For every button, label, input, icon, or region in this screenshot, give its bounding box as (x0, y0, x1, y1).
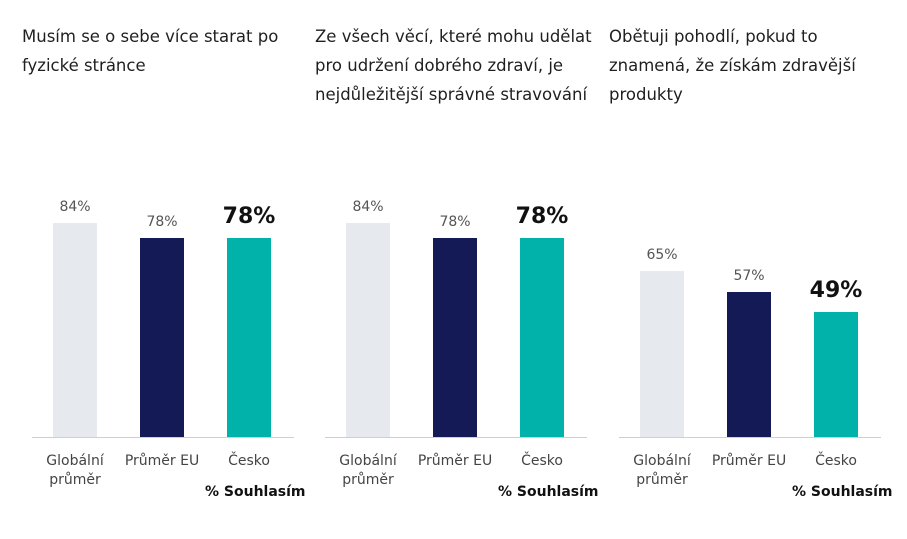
bar-global (53, 222, 97, 437)
data-label: 78% (515, 204, 569, 230)
data-label: 57% (733, 267, 765, 284)
data-label: 78% (222, 204, 276, 230)
category-label: Průměr EU (124, 453, 200, 469)
data-label: 78% (146, 214, 178, 231)
bar-global (640, 271, 684, 437)
bar-global (346, 222, 390, 437)
category-label: Průměr EU (711, 453, 787, 469)
category-label: Česko (228, 453, 270, 469)
bar-eu (140, 238, 184, 437)
x-axis-line (619, 437, 881, 438)
x-axis-label: % Souhlasím (205, 484, 306, 500)
bar-eu (727, 291, 771, 437)
bar-czech (227, 238, 271, 437)
data-label: 84% (352, 198, 384, 215)
category-label: Globální průměr (633, 453, 691, 488)
chart-title: Obětuji pohodlí, pokud to znamená, že zí… (609, 27, 856, 104)
x-axis-label: % Souhlasím (498, 484, 599, 500)
data-label: 65% (646, 247, 678, 264)
category-label: Globální průměr (46, 453, 104, 488)
category-label: Česko (521, 453, 563, 469)
x-axis-line (325, 437, 587, 438)
x-axis-label: % Souhlasím (792, 484, 893, 500)
bar-czech (814, 312, 858, 437)
chart-title: Musím se o sebe více starat po fyzické s… (22, 27, 279, 75)
chart-title: Ze všech věcí, které mohu udělat pro udr… (315, 27, 592, 104)
data-label: 78% (439, 214, 471, 231)
bar-eu (433, 238, 477, 437)
category-label: Průměr EU (417, 453, 493, 469)
data-label: 49% (809, 278, 863, 304)
bar-czech (520, 238, 564, 437)
x-axis-line (32, 437, 294, 438)
category-label: Globální průměr (339, 453, 397, 488)
data-label: 84% (59, 198, 91, 215)
category-label: Česko (815, 453, 857, 469)
